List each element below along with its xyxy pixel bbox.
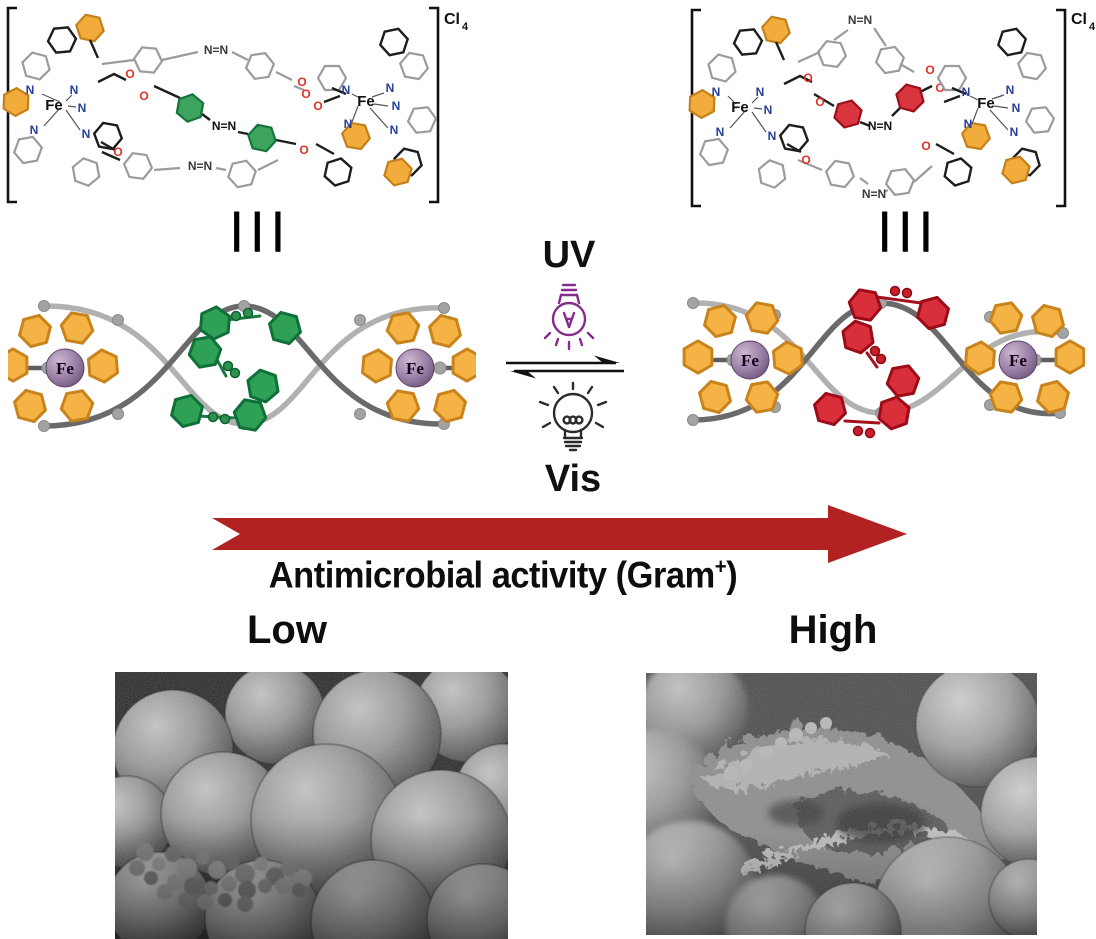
equivalence-icon: ||| bbox=[229, 206, 291, 252]
left-iron-coordination-site: N N N N N Fe bbox=[2, 12, 127, 190]
vis-bulb-icon bbox=[538, 381, 608, 452]
svg-text:O: O bbox=[139, 89, 148, 103]
left-iron-coordination-site: N N N N N Fe bbox=[682, 14, 813, 192]
svg-text:N: N bbox=[392, 99, 401, 113]
svg-text:N: N bbox=[1012, 101, 1021, 115]
svg-text:Fe: Fe bbox=[56, 359, 74, 378]
svg-text:O: O bbox=[113, 145, 122, 159]
equilibrium-arrows-icon bbox=[506, 355, 624, 379]
vis-label: Vis bbox=[544, 458, 602, 500]
svg-text:N: N bbox=[26, 83, 35, 97]
svg-text:N: N bbox=[712, 85, 721, 99]
svg-text:O: O bbox=[313, 99, 322, 113]
low-label: Low bbox=[247, 608, 327, 652]
svg-text:Fe: Fe bbox=[406, 359, 424, 378]
svg-text:O: O bbox=[125, 67, 134, 81]
svg-text:O: O bbox=[935, 81, 944, 95]
svg-text:N: N bbox=[78, 101, 87, 115]
fe-label: Fe bbox=[357, 93, 375, 110]
svg-text:N: N bbox=[386, 81, 395, 95]
bottom-azobenzene-chain: N=N O bbox=[101, 145, 279, 190]
bottom-azobenzene-chain: N=N O bbox=[797, 153, 933, 201]
azo-label: N=N bbox=[204, 43, 228, 57]
svg-text:Fe: Fe bbox=[1009, 351, 1027, 370]
fe-sphere: Fe bbox=[45, 348, 85, 388]
svg-text:O: O bbox=[299, 143, 308, 157]
svg-text:N: N bbox=[390, 123, 399, 137]
fe-label: Fe bbox=[45, 97, 63, 114]
activity-arrow bbox=[212, 505, 907, 563]
counterion-subscript: 4 bbox=[462, 21, 469, 33]
fe-label: Fe bbox=[977, 95, 995, 112]
azo-label: N=N bbox=[212, 119, 236, 133]
bracket-right bbox=[1056, 8, 1067, 208]
left-structure-trans-helicate: Cl 4 N N N N N Fe N=N O N=N O O bbox=[2, 6, 469, 204]
central-red-azobenzene: N=N O O O O bbox=[803, 63, 944, 133]
svg-text:O: O bbox=[925, 63, 934, 77]
svg-text:N: N bbox=[768, 129, 777, 143]
cis-helicate-cartoon: Fe Fe bbox=[675, 285, 1085, 439]
red-azobenzene-units bbox=[809, 285, 954, 439]
svg-text:N: N bbox=[962, 85, 971, 99]
equivalence-icon: ||| bbox=[877, 206, 939, 252]
counterion-label: Cl bbox=[1071, 11, 1087, 28]
uv-lamp-icon bbox=[543, 283, 595, 351]
counterion-subscript: 4 bbox=[1089, 21, 1096, 33]
svg-text:O: O bbox=[301, 87, 310, 101]
svg-text:N: N bbox=[756, 85, 765, 99]
svg-text:N: N bbox=[764, 103, 773, 117]
bracket-right bbox=[429, 6, 440, 204]
svg-text:N: N bbox=[1010, 125, 1019, 139]
high-label: High bbox=[788, 608, 878, 652]
fe-sphere: Fe bbox=[395, 348, 435, 388]
right-iron-coordination-site: N N N N N Fe O O O bbox=[293, 26, 439, 189]
svg-text:N: N bbox=[716, 125, 725, 139]
sem-image-lysed-bacteria bbox=[646, 673, 1037, 935]
right-structure-cis-helicate: Cl 4 N N N N N Fe N=N N=N O O O O bbox=[682, 8, 1096, 208]
uv-label: UV bbox=[542, 234, 596, 276]
central-green-azobenzene: N=N O O bbox=[125, 67, 297, 154]
gram-plus-superscript: + bbox=[714, 554, 727, 579]
activity-label: Antimicrobial activity (Gram+) bbox=[268, 554, 738, 596]
azo-label: N=N bbox=[862, 187, 886, 201]
fe-sphere: Fe bbox=[998, 340, 1038, 380]
svg-text:N: N bbox=[70, 83, 79, 97]
svg-text:N: N bbox=[1006, 83, 1015, 97]
right-iron-coordination-site: N N N N N Fe O bbox=[921, 26, 1057, 189]
svg-text:O: O bbox=[803, 71, 812, 85]
trans-helicate-cartoon: Fe Fe bbox=[8, 300, 476, 434]
top-azobenzene-chain: N=N bbox=[797, 13, 915, 76]
svg-text:O: O bbox=[297, 75, 306, 89]
fe-sphere: Fe bbox=[730, 340, 770, 380]
svg-text:O: O bbox=[921, 139, 930, 153]
sem-image-intact-bacteria bbox=[115, 672, 508, 939]
svg-text:N: N bbox=[344, 117, 353, 131]
svg-text:N: N bbox=[964, 117, 973, 131]
svg-text:N: N bbox=[82, 127, 91, 141]
svg-text:N: N bbox=[30, 123, 39, 137]
svg-text:O: O bbox=[801, 153, 810, 167]
green-azobenzene-units bbox=[166, 302, 306, 434]
counterion-label: Cl bbox=[444, 11, 460, 28]
azo-label: N=N bbox=[188, 159, 212, 173]
svg-text:O: O bbox=[815, 95, 824, 109]
activity-label-text: Antimicrobial activity (Gram bbox=[268, 554, 715, 596]
activity-label-close: ) bbox=[726, 554, 738, 596]
azo-label: N=N bbox=[848, 13, 872, 27]
svg-text:N: N bbox=[342, 83, 351, 97]
top-azobenzene-chain: N=N O bbox=[101, 43, 307, 89]
fe-label: Fe bbox=[731, 99, 749, 116]
azo-label: N=N bbox=[868, 119, 892, 133]
svg-text:Fe: Fe bbox=[741, 351, 759, 370]
